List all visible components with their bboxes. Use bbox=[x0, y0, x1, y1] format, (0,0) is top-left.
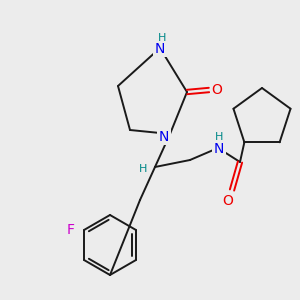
Text: H: H bbox=[158, 33, 166, 43]
Text: O: O bbox=[212, 83, 222, 97]
Text: N: N bbox=[214, 142, 224, 156]
Text: H: H bbox=[139, 164, 147, 174]
Text: N: N bbox=[155, 42, 165, 56]
Text: H: H bbox=[215, 132, 223, 142]
Text: N: N bbox=[159, 130, 169, 144]
Text: O: O bbox=[223, 194, 233, 208]
Text: F: F bbox=[67, 223, 75, 237]
